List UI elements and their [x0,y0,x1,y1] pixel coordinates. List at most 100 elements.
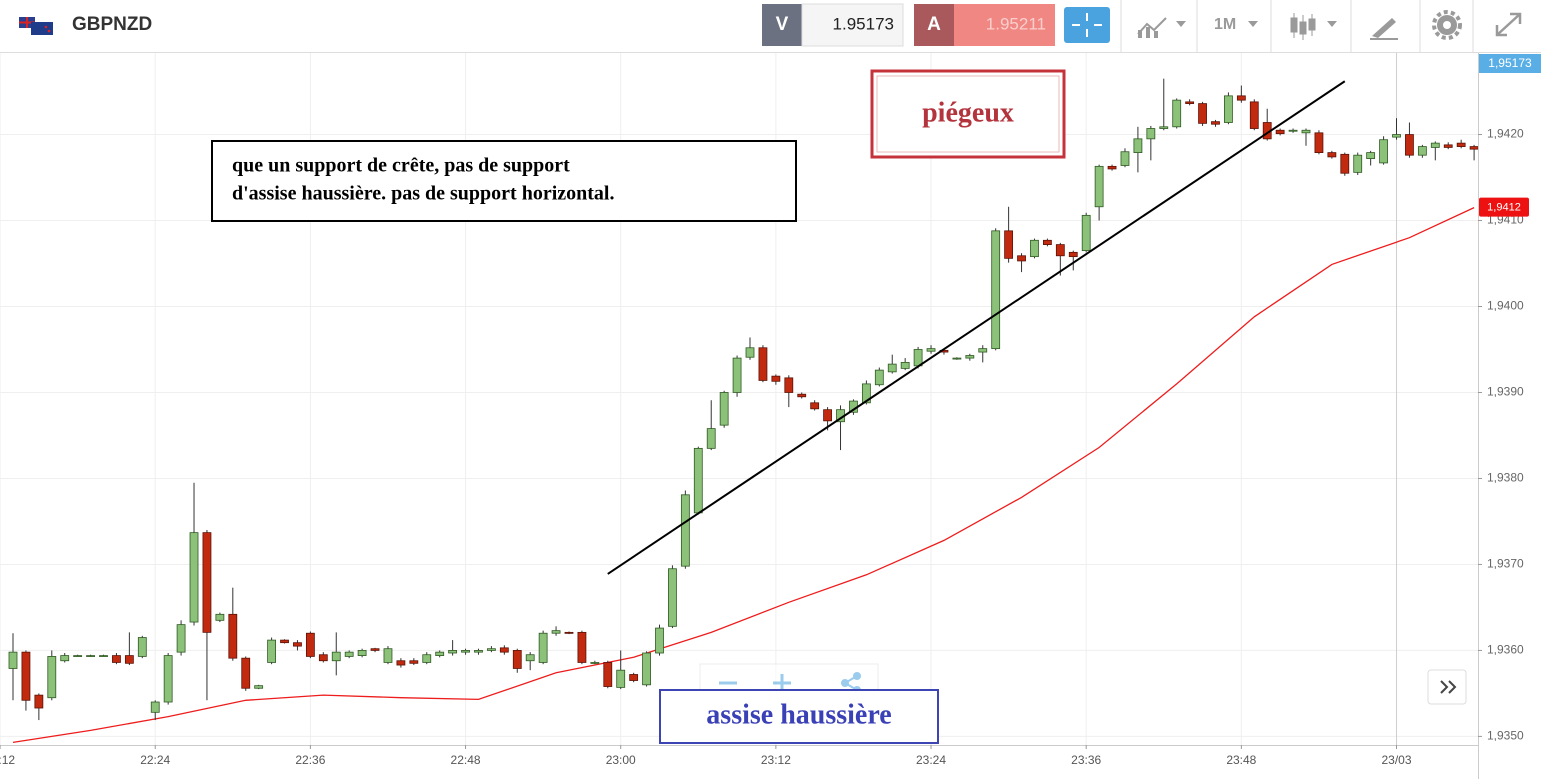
candle-body [861,383,871,404]
candle-body [693,447,703,514]
candle-body [629,674,639,681]
candle-body [1094,165,1104,208]
note-line: que un support de crête, pas de support [232,155,570,177]
buy-button[interactable] [914,4,954,46]
x-tick-label: 22:36 [295,753,325,767]
share-icon[interactable] [841,672,861,694]
candle-body [1366,152,1376,160]
candle-body [1405,134,1414,156]
candle-body [590,662,600,664]
candle-body [1107,165,1117,170]
candle-body [991,230,1001,350]
x-tick-label: 23:36 [1071,753,1101,767]
candle-body [913,349,923,367]
sell-price: 1.95173 [833,14,894,33]
x-tick-label: 22:48 [451,753,481,767]
candle-body [318,654,328,662]
x-tick-label: 23:24 [916,753,946,767]
candle-body [900,361,910,369]
chart-type-icon[interactable] [1137,17,1186,38]
candle-body [124,655,134,664]
candle-body [280,639,289,644]
candle-body [344,651,354,657]
candles-icon[interactable] [1290,13,1337,40]
candle-body [267,639,277,663]
base-label: assise haussière [706,699,891,730]
candle-body [668,568,677,627]
candle-body [887,363,897,373]
x-tick-label: 23:48 [1226,753,1256,767]
candle-body [1249,101,1259,129]
x-tick-label: 23/03 [1381,753,1411,767]
scroll-button[interactable] [1427,669,1467,705]
candle-body [435,651,445,656]
settings-icon[interactable] [1432,10,1462,40]
candle-body [823,409,832,422]
candle-body [474,650,483,653]
candle-body [1030,239,1039,258]
candle-body [577,631,587,663]
flag-icon [19,17,53,35]
candle-body [47,656,57,699]
buy-price: 1.95211 [986,14,1046,33]
candle-body [1288,129,1298,132]
y-tick-label: 1,9390 [1487,385,1524,399]
candle-body [1120,151,1130,166]
sell-price-box[interactable] [801,3,904,47]
candle-body [1004,230,1014,259]
candle-body [1172,99,1182,128]
candle-body [189,532,199,623]
candle-body [926,348,936,352]
trap-box-inner [876,75,1060,153]
candle-body [1379,139,1388,164]
candle-body [1236,95,1246,101]
candle-body [784,377,794,393]
x-tick-label: 22:12 [0,753,15,767]
expand-icon[interactable] [1495,12,1522,37]
trap-label: piégeux [922,97,1014,128]
candle-body [228,613,238,659]
candle-body [305,632,315,657]
crosshair-button[interactable] [1064,7,1110,43]
timeframe[interactable]: 1M [1214,16,1236,33]
draw-icon[interactable] [1370,18,1398,40]
candle-body [1430,142,1440,148]
candle-body [1353,154,1363,173]
x-tick-label: 22:24 [140,753,170,767]
candle-body [706,428,716,449]
candle-body [34,694,44,709]
candle-body [1081,214,1091,252]
candle-body [21,651,31,701]
candle-body [1417,146,1427,156]
candle-body [1314,132,1324,153]
candle-body [655,627,664,654]
buy-price-box[interactable] [954,4,1055,46]
candle-body [176,624,186,653]
x-tick-label: 23:12 [761,753,791,767]
y-tick-label: 1,9420 [1487,127,1524,141]
candle-body [383,648,393,663]
candle-body [538,632,548,663]
candle-body [978,348,988,353]
candle-body [771,375,781,382]
ma-tag: 1,9412 [1487,202,1521,214]
note-line: d'assise haussière. pas de support horiz… [232,183,614,205]
moving-average [12,207,1475,744]
candle-body [603,662,613,687]
candle-body [1159,126,1169,129]
price-tag-bg [1479,54,1541,73]
candle-body [1327,152,1337,158]
candle-body [1211,121,1220,125]
candle-body [1224,95,1233,123]
y-tick-label: 1,9370 [1487,557,1524,571]
candle-body [745,347,755,358]
candle-body [163,655,173,703]
candle-body [1055,244,1065,257]
candle-body [1301,129,1311,134]
base-box [659,689,939,744]
candle-body [1443,144,1453,148]
candle-body [952,357,962,360]
candle-body [357,650,367,656]
sell-button[interactable] [762,4,802,46]
